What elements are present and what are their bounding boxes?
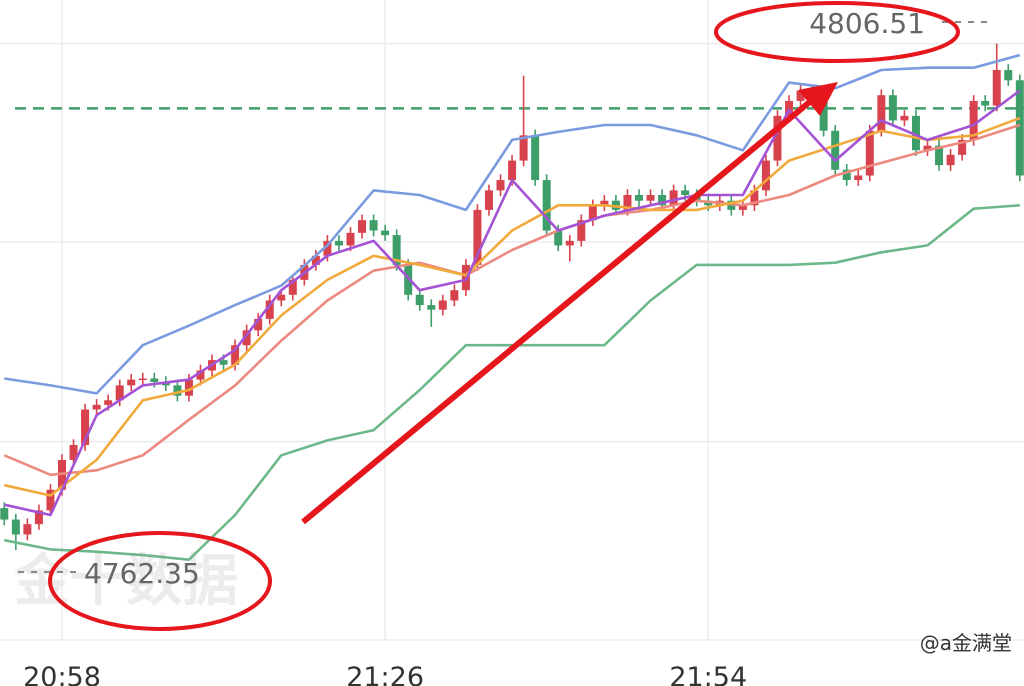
indicator-line <box>4 89 1021 517</box>
candle-body <box>623 194 632 210</box>
candle-body <box>969 100 978 140</box>
candle-body <box>288 279 297 295</box>
indicator-line <box>3 123 1021 477</box>
candle-body <box>231 345 240 365</box>
candle-body <box>346 232 355 246</box>
candle-body <box>104 400 113 405</box>
high-label: 4806.51 <box>809 7 925 40</box>
candle-body <box>81 409 90 446</box>
candle-body <box>34 510 43 525</box>
candle-body <box>761 160 770 191</box>
candle-body <box>531 135 540 181</box>
candle-body <box>738 205 747 210</box>
candle-body <box>92 404 101 410</box>
grid <box>0 0 1024 641</box>
candle-body <box>1004 69 1013 81</box>
candle-body <box>427 305 436 310</box>
candle-body <box>911 115 920 151</box>
candle-body <box>184 379 193 396</box>
candle-body <box>796 90 805 101</box>
candle-body <box>519 135 528 161</box>
candle-body <box>508 160 517 181</box>
credit: @a金满堂 <box>920 631 1012 655</box>
candle-body <box>392 235 401 265</box>
candle-body <box>831 130 840 170</box>
candle-body <box>600 200 609 206</box>
candle-body <box>958 139 967 155</box>
candle-body <box>635 194 643 201</box>
candle-body <box>946 154 955 166</box>
candle-body <box>127 379 136 386</box>
candle-body <box>888 95 897 121</box>
candle-body <box>358 220 367 233</box>
candle-body <box>865 130 874 176</box>
candle-body <box>877 95 886 131</box>
candle-body <box>473 209 482 265</box>
indicator-line <box>4 116 1021 497</box>
candle-body <box>69 445 78 460</box>
arrow-head <box>798 82 838 116</box>
candle-body <box>646 194 655 201</box>
candle-body <box>46 489 55 511</box>
candle-body <box>334 240 343 246</box>
candle-body <box>819 95 828 131</box>
candle-body <box>242 330 251 346</box>
highlight-ellipse <box>714 1 960 63</box>
indicator-line <box>4 53 1021 395</box>
candle-body <box>981 100 990 106</box>
candle-body <box>554 230 563 246</box>
candle-body <box>265 300 274 319</box>
arrow-shaft <box>301 97 814 525</box>
candle-body <box>323 240 332 256</box>
candle-body <box>438 300 447 310</box>
candle-body <box>669 190 678 206</box>
candle-body <box>115 385 124 401</box>
candle-body <box>404 264 413 295</box>
candle-body <box>1015 80 1024 176</box>
candle-body <box>277 294 286 301</box>
x-tick-label: 20:58 <box>23 662 101 686</box>
candle-body <box>484 190 493 210</box>
candle-body <box>381 230 390 236</box>
candle-body <box>565 240 574 246</box>
candle-body <box>496 180 505 191</box>
candle-body <box>11 519 20 535</box>
x-tick-label: 21:54 <box>669 662 747 686</box>
candle-body <box>196 370 205 380</box>
candle-body <box>577 220 586 241</box>
candle-body <box>369 220 378 231</box>
candle-body <box>992 69 1001 106</box>
candle-body <box>785 100 794 116</box>
low-label: 4762.35 <box>84 557 200 590</box>
candle-body <box>900 115 909 121</box>
candle-body <box>23 524 32 535</box>
candle-body <box>173 385 182 396</box>
marks <box>0 43 1024 561</box>
highlight-ellipse <box>48 531 272 631</box>
x-tick-label: 21:26 <box>346 662 424 686</box>
candle-body <box>935 145 944 166</box>
candle-body <box>658 194 667 206</box>
candle-body <box>750 190 759 206</box>
labels: 20:58 21:26 21:54 <box>23 662 747 686</box>
candle-body <box>854 175 863 181</box>
candle-body <box>842 169 851 181</box>
candle-body <box>681 190 690 195</box>
candle-body <box>415 294 424 306</box>
candle-body <box>138 378 147 380</box>
candle-body <box>450 290 459 301</box>
candle-body <box>773 115 782 161</box>
candle-body <box>219 360 228 365</box>
candle-body <box>150 378 159 382</box>
candle-body <box>0 508 9 520</box>
candle-body <box>311 255 320 265</box>
candle-body <box>923 145 932 151</box>
candle-body <box>542 180 551 231</box>
candle-body <box>588 205 597 221</box>
candle-body <box>254 318 263 331</box>
